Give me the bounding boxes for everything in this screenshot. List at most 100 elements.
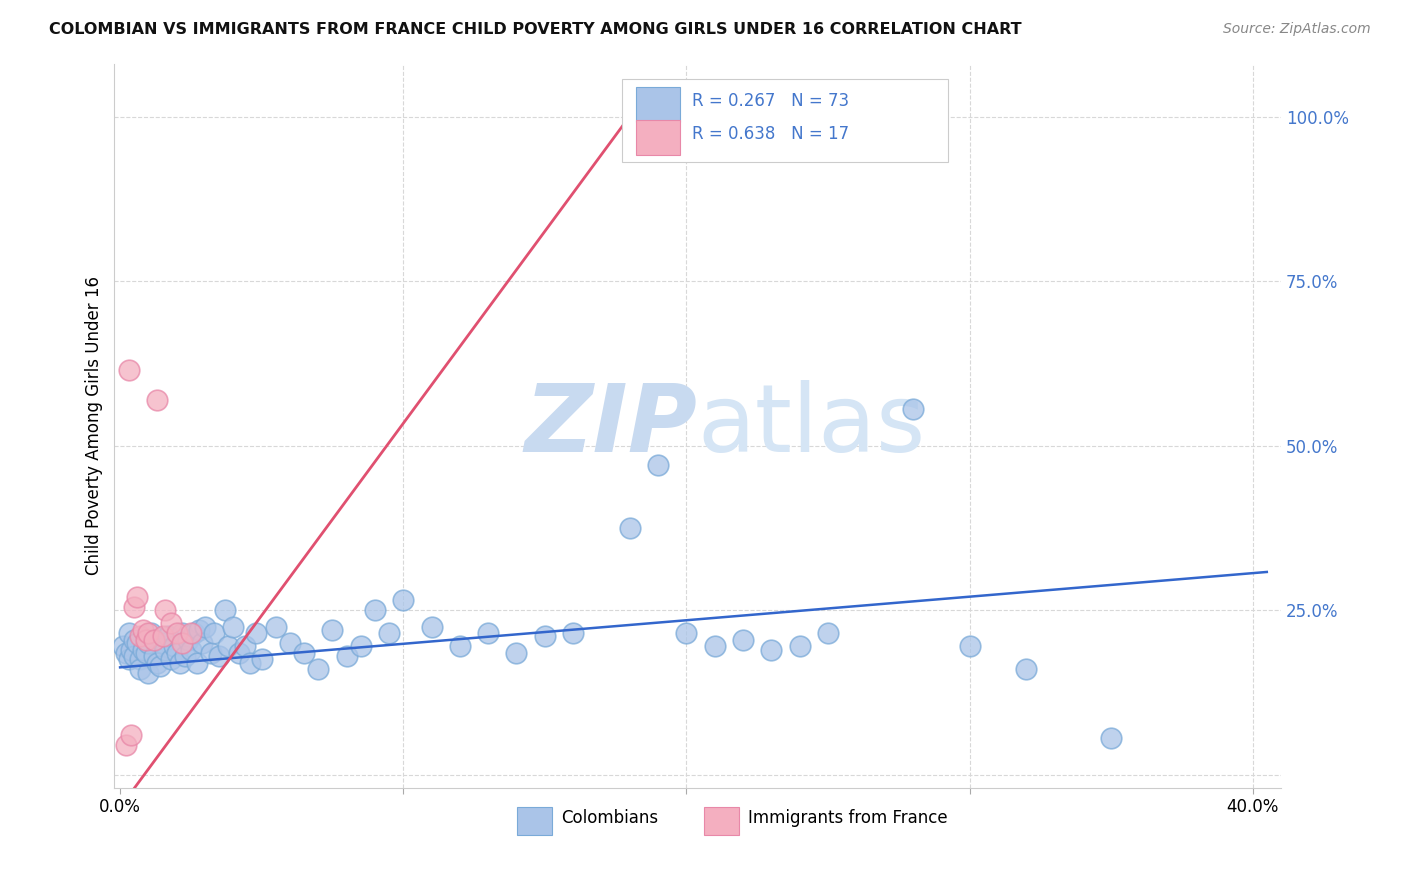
Point [420, 619, 443, 633]
Point [114, 738, 136, 752]
Point [292, 646, 315, 660]
Point [188, 623, 211, 637]
Point [245, 626, 267, 640]
FancyBboxPatch shape [636, 120, 681, 154]
Point [146, 656, 169, 670]
Text: R = 0.638   N = 17: R = 0.638 N = 17 [692, 125, 849, 143]
Point [117, 652, 139, 666]
Point [122, 649, 145, 664]
Point [1099, 731, 1122, 746]
Point [128, 662, 150, 676]
Point [378, 626, 401, 640]
Point [152, 629, 174, 643]
Point [239, 656, 262, 670]
Point [533, 629, 555, 643]
Point [214, 603, 236, 617]
Point [200, 646, 222, 660]
Point [505, 646, 527, 660]
Point [128, 629, 150, 643]
Point [350, 640, 373, 654]
Point [222, 619, 245, 633]
Text: Source: ZipAtlas.com: Source: ZipAtlas.com [1223, 22, 1371, 37]
Point [959, 640, 981, 654]
Point [228, 646, 250, 660]
Text: ZIP: ZIP [524, 380, 697, 472]
Point [449, 640, 471, 654]
Point [141, 626, 163, 640]
Point [477, 626, 499, 640]
Point [264, 619, 287, 633]
Point [155, 603, 177, 617]
FancyBboxPatch shape [621, 78, 949, 161]
Text: R = 0.267   N = 73: R = 0.267 N = 73 [692, 93, 849, 111]
Point [307, 662, 329, 676]
Point [208, 649, 231, 664]
Point [138, 665, 160, 680]
Point [675, 626, 697, 640]
Point [138, 636, 160, 650]
Point [114, 646, 136, 660]
Point [138, 626, 160, 640]
Point [217, 640, 239, 654]
Text: Immigrants from France: Immigrants from France [748, 809, 948, 828]
Point [789, 640, 811, 654]
Point [111, 640, 134, 654]
Point [132, 623, 155, 637]
Point [250, 652, 273, 666]
Point [186, 656, 208, 670]
Point [321, 623, 343, 637]
Point [122, 632, 145, 647]
Point [180, 626, 202, 640]
Point [143, 632, 166, 647]
Point [278, 636, 301, 650]
Point [761, 642, 783, 657]
Point [202, 626, 225, 640]
Point [392, 593, 415, 607]
Point [149, 659, 172, 673]
Point [122, 599, 145, 614]
Point [117, 363, 139, 377]
Point [120, 642, 142, 657]
Point [1015, 662, 1038, 676]
FancyBboxPatch shape [517, 807, 553, 835]
Point [172, 626, 194, 640]
Point [157, 629, 180, 643]
Point [135, 632, 157, 647]
Point [125, 636, 148, 650]
Point [172, 636, 194, 650]
Point [183, 626, 205, 640]
Point [336, 649, 359, 664]
Point [619, 521, 641, 535]
Y-axis label: Child Poverty Among Girls Under 16: Child Poverty Among Girls Under 16 [86, 277, 103, 575]
Point [135, 646, 157, 660]
Point [169, 656, 191, 670]
Text: COLOMBIAN VS IMMIGRANTS FROM FRANCE CHILD POVERTY AMONG GIRLS UNDER 16 CORRELATI: COLOMBIAN VS IMMIGRANTS FROM FRANCE CHIL… [49, 22, 1022, 37]
Point [703, 640, 725, 654]
Point [174, 649, 197, 664]
Point [143, 649, 166, 664]
Point [128, 652, 150, 666]
Point [180, 642, 202, 657]
Point [166, 646, 188, 660]
Point [731, 632, 754, 647]
Point [125, 590, 148, 604]
Point [562, 626, 585, 640]
Point [117, 626, 139, 640]
Point [160, 616, 183, 631]
Point [120, 728, 142, 742]
Point [364, 603, 387, 617]
Point [647, 458, 669, 473]
Point [233, 640, 256, 654]
Text: atlas: atlas [697, 380, 927, 472]
Point [817, 626, 839, 640]
FancyBboxPatch shape [703, 807, 738, 835]
Point [163, 640, 186, 654]
Point [191, 636, 214, 650]
Point [160, 652, 183, 666]
Point [166, 626, 188, 640]
Point [901, 402, 924, 417]
Point [177, 632, 200, 647]
Point [152, 636, 174, 650]
Point [155, 642, 177, 657]
Point [194, 619, 217, 633]
